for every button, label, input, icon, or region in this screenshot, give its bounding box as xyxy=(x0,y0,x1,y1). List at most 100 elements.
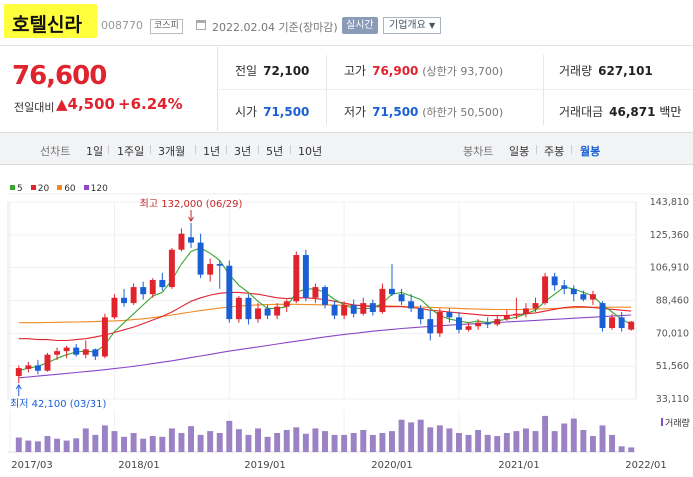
y-tick-label: 51,560 xyxy=(656,361,689,372)
candle-monthly[interactable]: 월봉 xyxy=(580,145,601,158)
volume-bar xyxy=(207,431,214,452)
legend-ma5: 5 xyxy=(10,184,23,194)
volume-bar xyxy=(15,437,22,452)
market-badge: 코스피 xyxy=(150,19,183,34)
volume-bar xyxy=(331,434,338,452)
stat-low: 저가 71,500 (하한가 50,500) xyxy=(344,103,503,120)
candle-body xyxy=(322,287,328,305)
divider xyxy=(536,145,537,154)
price-panel: 76,600 전일대비 ▲4,500 +6.24% xyxy=(0,47,218,131)
period-1y[interactable]: 1년 xyxy=(203,145,221,158)
candle-body xyxy=(379,288,386,312)
company-overview-button[interactable]: 기업개요 ▼ xyxy=(383,17,442,34)
x-tick-label: 2017/03 xyxy=(11,460,53,471)
candle-body xyxy=(628,321,635,330)
candle-body xyxy=(398,294,405,302)
candle-body xyxy=(274,306,281,316)
volume-bar xyxy=(551,431,558,452)
legend-swatch xyxy=(83,185,89,190)
candle-weekly[interactable]: 주봉 xyxy=(544,145,565,158)
candle-body xyxy=(140,287,147,295)
candle-body xyxy=(168,249,175,288)
candle-body xyxy=(551,276,558,286)
candle-body xyxy=(293,255,300,302)
period-1w[interactable]: 1주일 xyxy=(117,145,145,158)
volume-bar xyxy=(456,433,462,452)
volume-bar xyxy=(302,433,309,452)
volume-bar xyxy=(580,429,587,452)
volume-bar xyxy=(226,420,233,452)
stat-value: 627,101 xyxy=(598,64,653,78)
candle-body xyxy=(417,308,424,320)
candle-body xyxy=(484,322,491,325)
legend-label: 60 xyxy=(64,184,76,194)
candle-body xyxy=(542,276,549,304)
candle-body xyxy=(570,288,577,295)
divider xyxy=(150,145,151,154)
volume-bar xyxy=(283,429,290,452)
stat-value: 72,100 xyxy=(263,64,310,78)
candle-body xyxy=(408,301,415,309)
volume-bar xyxy=(63,440,70,452)
volume-bar xyxy=(264,436,271,452)
volume-bar xyxy=(417,419,424,452)
candle-body xyxy=(207,263,214,275)
candle-body xyxy=(44,354,51,371)
legend-swatch xyxy=(57,185,63,190)
volume-bar xyxy=(54,438,61,452)
stat-label: 거래량 xyxy=(559,64,593,78)
period-3m[interactable]: 3개월 xyxy=(158,145,186,158)
volume-bar xyxy=(494,436,501,452)
candle-daily[interactable]: 일봉 xyxy=(509,145,530,158)
candle-body xyxy=(255,308,261,320)
period-10y[interactable]: 10년 xyxy=(298,145,323,158)
volume-bar xyxy=(197,434,204,452)
stat-prev-close: 전일 72,100 xyxy=(235,62,309,79)
x-tick-label: 2019/01 xyxy=(244,460,286,471)
high-arrow-head xyxy=(188,216,194,222)
candle-body xyxy=(446,311,453,318)
volume-bar xyxy=(121,436,128,452)
stat-high: 고가 76,900 (상한가 93,700) xyxy=(344,62,503,79)
volume-bar xyxy=(178,433,185,452)
divider xyxy=(108,145,109,154)
volume-bar xyxy=(341,434,348,452)
period-5y[interactable]: 5년 xyxy=(266,145,284,158)
volume-bar xyxy=(245,434,252,452)
base-date: 2022.02.04 기준(장마감) xyxy=(212,21,338,34)
candle-body xyxy=(264,308,271,316)
candle-body xyxy=(197,242,204,275)
candle-body xyxy=(101,317,108,357)
volume-bar xyxy=(522,428,529,452)
volume-bar xyxy=(561,423,568,452)
volume-bar xyxy=(274,433,281,452)
realtime-button[interactable]: 실시간 xyxy=(342,17,378,34)
candle-body xyxy=(350,304,357,314)
stock-header: 호텔신라 008770 코스피 2022.02.04 기준(장마감) 실시간 기… xyxy=(0,0,693,46)
volume-bar xyxy=(111,431,118,452)
volume-bar xyxy=(542,415,549,452)
divider xyxy=(571,145,572,154)
candle-body xyxy=(360,303,367,314)
volume-bar xyxy=(130,433,137,452)
candle-body xyxy=(561,285,568,289)
candle-body xyxy=(522,308,529,314)
ma-legend: 5 20 60 120 xyxy=(10,184,116,194)
legend-swatch xyxy=(30,185,36,190)
candle-body xyxy=(389,288,395,295)
stock-chart[interactable]: 143,810 125,360 106,910 88,460 70,010 51,560 3… xyxy=(0,190,693,477)
volume-bar xyxy=(140,438,147,452)
volume-bar xyxy=(436,425,443,452)
divider xyxy=(226,145,227,154)
volume-bar xyxy=(503,433,510,452)
volume-bar xyxy=(389,431,395,452)
volume-bar xyxy=(532,431,539,452)
period-3y[interactable]: 3년 xyxy=(234,145,252,158)
candle-body xyxy=(149,279,156,295)
volume-bar xyxy=(589,436,596,452)
company-overview-label: 기업개요 xyxy=(389,20,426,31)
legend-ma60: 60 xyxy=(57,184,76,194)
candle-body xyxy=(25,365,32,369)
period-1d[interactable]: 1일 xyxy=(86,145,104,158)
volume-bar xyxy=(618,446,625,452)
